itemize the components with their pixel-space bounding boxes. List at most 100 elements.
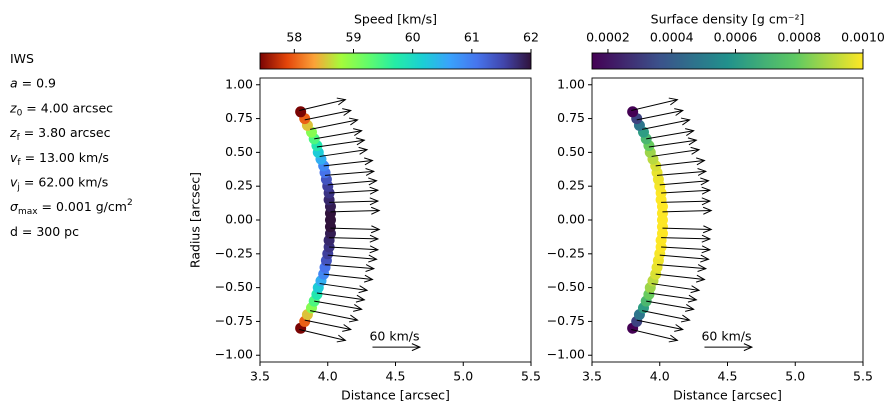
parameter-symbol: z bbox=[9, 100, 17, 115]
colorbar-label: Surface density [g cm⁻²] bbox=[651, 12, 805, 27]
velocity-arrow bbox=[659, 254, 710, 263]
velocity-arrow bbox=[642, 310, 691, 323]
x-tick-label: 5.0 bbox=[453, 369, 473, 384]
y-tick-label: 0.00 bbox=[225, 212, 253, 227]
parameter-value: = 3.80 arcsec bbox=[24, 125, 111, 140]
colorbar-tick-label: 62 bbox=[523, 30, 539, 45]
velocity-arrow bbox=[299, 97, 347, 111]
velocity-arrow bbox=[310, 310, 359, 323]
parameter-text: vf = 13.00 km/s bbox=[10, 149, 109, 167]
velocity-arrow bbox=[319, 283, 369, 294]
velocity-arrow bbox=[648, 137, 698, 148]
velocity-arrow bbox=[661, 197, 712, 206]
parameter-text: d = 300 pc bbox=[10, 223, 79, 238]
velocity-arrow bbox=[655, 273, 706, 283]
y-tick-label: 0.50 bbox=[225, 144, 253, 159]
velocity-arrow bbox=[636, 108, 685, 121]
velocity-arrow bbox=[646, 128, 695, 140]
velocity-arrow bbox=[642, 117, 691, 130]
x-tick-label: 4.5 bbox=[386, 369, 406, 384]
colorbar-tick-label: 0.0008 bbox=[777, 30, 821, 45]
velocity-arrow bbox=[651, 146, 701, 157]
colorbar-tick-label: 0.0010 bbox=[841, 30, 885, 45]
parameter-subscript: f bbox=[17, 157, 21, 167]
parameter-subscript: f bbox=[17, 133, 21, 143]
x-axis-label: Distance [arcsec] bbox=[341, 388, 450, 403]
velocity-arrow bbox=[656, 168, 708, 176]
colorbar-label: Speed [km/s] bbox=[354, 12, 437, 27]
x-tick-label: 4.0 bbox=[650, 369, 670, 384]
velocity-arrow bbox=[299, 329, 347, 343]
parameter-subscript: 0 bbox=[17, 108, 23, 118]
colorbar-tick-label: 60 bbox=[405, 30, 421, 45]
x-tick-label: 5.0 bbox=[785, 369, 805, 384]
y-tick-label: 0.25 bbox=[557, 178, 585, 193]
velocity-arrow bbox=[661, 234, 712, 243]
y-tick-label: −1.00 bbox=[547, 347, 585, 362]
colorbar bbox=[591, 52, 864, 70]
velocity-arrow bbox=[662, 225, 713, 234]
parameter-value: = 0.9 bbox=[22, 75, 56, 90]
y-tick-label: 0.75 bbox=[557, 110, 585, 125]
colorbar-tick-label: 0.0004 bbox=[650, 30, 694, 45]
velocity-arrow bbox=[314, 300, 363, 312]
parameter-value: = 13.00 km/s bbox=[25, 149, 109, 164]
velocity-arrow bbox=[316, 137, 366, 148]
y-tick-label: −0.75 bbox=[547, 313, 585, 328]
x-tick-label: 4.5 bbox=[718, 369, 738, 384]
velocity-arrow bbox=[631, 97, 679, 111]
velocity-arrow bbox=[329, 245, 380, 254]
parameter-symbol: v bbox=[10, 149, 18, 164]
shell-point bbox=[295, 106, 307, 118]
velocity-arrow bbox=[329, 197, 380, 206]
y-tick-label: 0.00 bbox=[557, 212, 585, 227]
parameter-value: d = 300 pc bbox=[10, 223, 79, 238]
velocity-arrow bbox=[304, 108, 353, 121]
velocity-arrow bbox=[324, 264, 376, 272]
y-axis-label: Radius [arcsec] bbox=[188, 172, 203, 268]
colorbar bbox=[259, 52, 532, 70]
velocity-arrow bbox=[330, 206, 381, 215]
y-tick-label: 0.25 bbox=[225, 178, 253, 193]
parameter-text: z0 = 4.00 arcsec bbox=[9, 100, 113, 118]
velocity-arrow bbox=[327, 177, 378, 186]
y-tick-label: 1.00 bbox=[557, 76, 585, 91]
parameter-value: = 4.00 arcsec bbox=[26, 100, 113, 115]
parameter-subscript: j bbox=[16, 182, 20, 192]
y-tick-label: −0.50 bbox=[215, 279, 253, 294]
velocity-arrow bbox=[651, 283, 701, 294]
velocity-arrow bbox=[655, 157, 706, 167]
x-tick-label: 3.5 bbox=[582, 369, 602, 384]
y-tick-label: −0.75 bbox=[215, 313, 253, 328]
colorbar-tick-label: 59 bbox=[346, 30, 362, 45]
parameter-text: zf = 3.80 arcsec bbox=[9, 125, 111, 143]
velocity-arrow bbox=[646, 300, 695, 312]
x-tick-label: 4.0 bbox=[318, 369, 338, 384]
parameter-subscript: max bbox=[18, 207, 38, 217]
colorbar-tick-label: 0.0002 bbox=[586, 30, 630, 45]
y-tick-label: −1.00 bbox=[215, 347, 253, 362]
velocity-arrow bbox=[330, 225, 381, 234]
velocity-arrow bbox=[329, 234, 380, 243]
velocity-arrow bbox=[327, 254, 378, 263]
velocity-arrow bbox=[656, 264, 708, 272]
velocity-arrow bbox=[659, 177, 710, 186]
colorbar-tick-label: 58 bbox=[286, 30, 302, 45]
y-tick-label: 1.00 bbox=[225, 76, 253, 91]
velocity-arrow bbox=[304, 319, 353, 332]
velocity-arrow bbox=[316, 292, 366, 303]
velocity-arrow bbox=[319, 146, 369, 157]
parameter-text: vj = 62.00 km/s bbox=[10, 174, 108, 192]
velocity-arrow bbox=[329, 186, 380, 195]
parameter-symbol: z bbox=[9, 125, 17, 140]
y-tick-label: −0.25 bbox=[547, 245, 585, 260]
parameter-text: IWS bbox=[10, 51, 34, 66]
y-tick-label: −0.50 bbox=[547, 279, 585, 294]
parameter-symbol: v bbox=[10, 174, 18, 189]
parameter-symbol: a bbox=[10, 75, 18, 90]
parameter-text: a = 0.9 bbox=[10, 75, 56, 90]
velocity-arrow bbox=[323, 273, 374, 283]
velocity-arrow bbox=[323, 157, 374, 167]
velocity-arrow bbox=[314, 128, 363, 140]
